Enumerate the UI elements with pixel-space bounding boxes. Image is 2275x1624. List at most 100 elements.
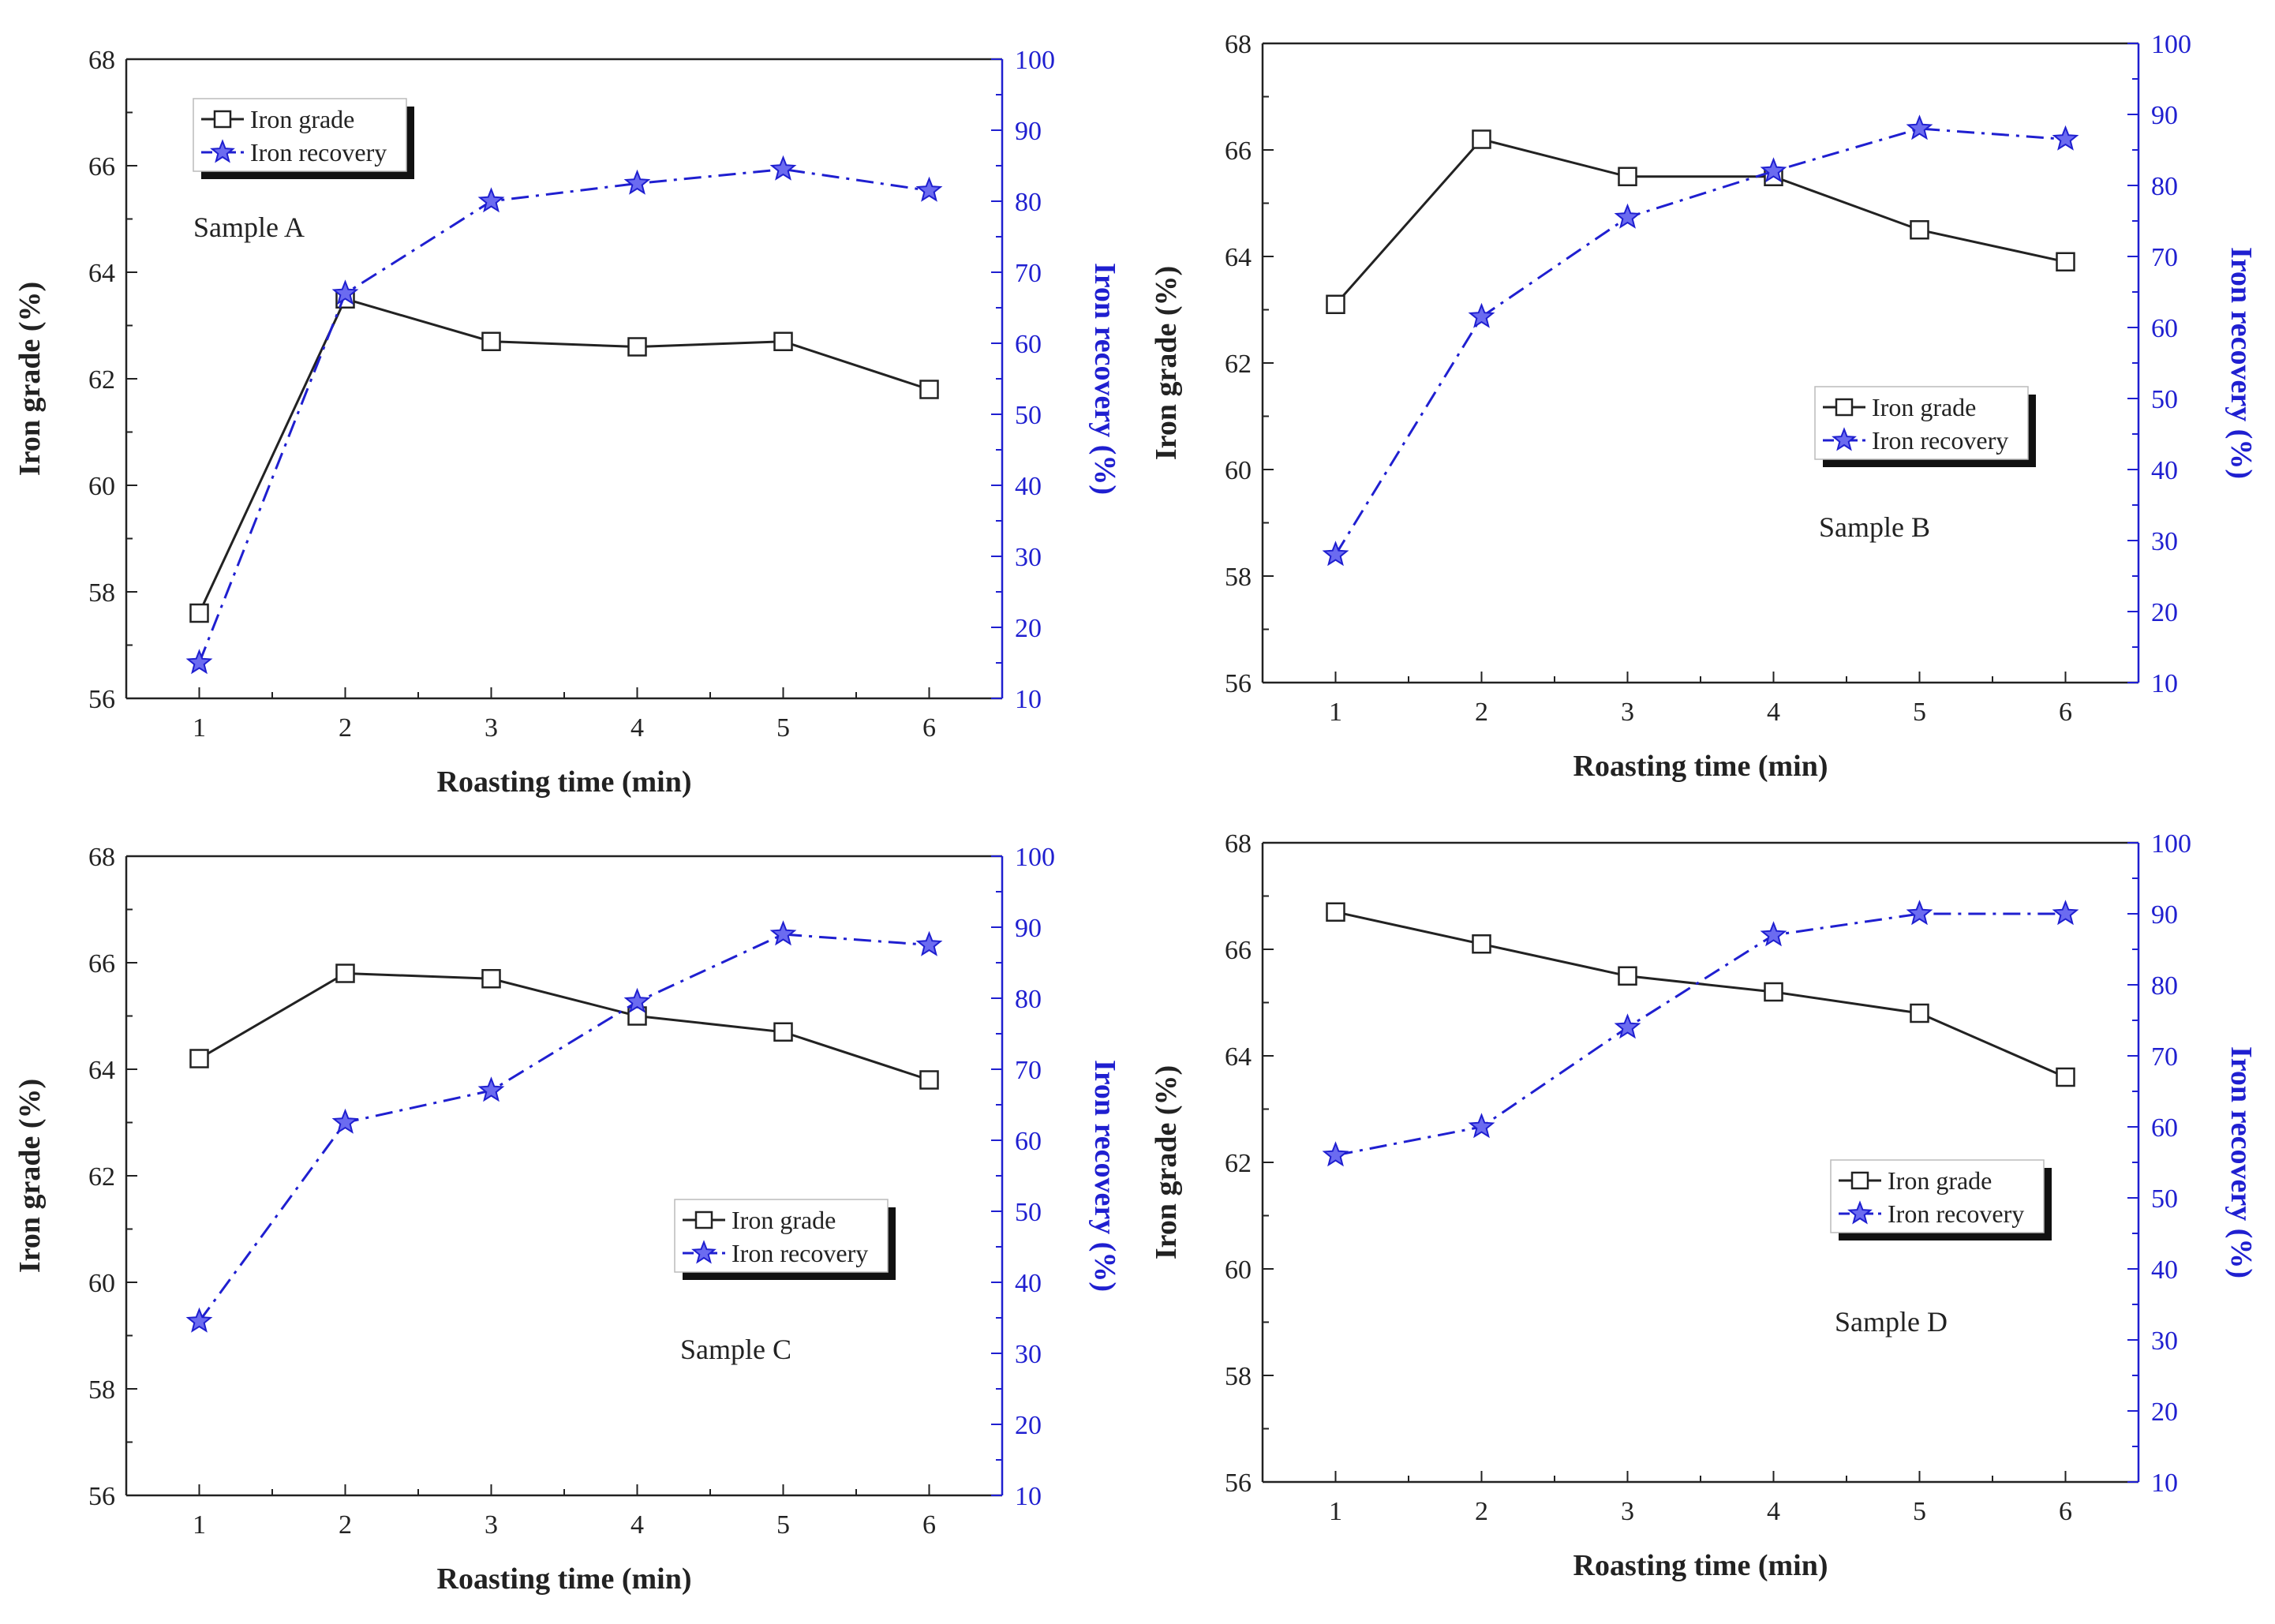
iron-grade-point <box>919 1070 939 1090</box>
y-tick-label: 56 <box>88 685 115 714</box>
y-axis-title: Iron grade (%) <box>1150 266 1183 460</box>
x-tick-label: 2 <box>339 1510 352 1540</box>
iron-grade-point <box>1910 220 1929 240</box>
y2-tick-label: 10 <box>1015 1482 1042 1511</box>
y-tick-label: 58 <box>88 1375 115 1405</box>
star-marker-icon <box>1847 1200 1873 1225</box>
iron-grade-line <box>1334 137 2066 305</box>
x-tick-label: 6 <box>2059 1497 2072 1526</box>
iron-grade-point <box>2056 1067 2075 1087</box>
y2-tick-label: 70 <box>1015 259 1042 288</box>
iron-recovery-point <box>1614 203 1641 229</box>
y2-tick-label: 60 <box>1015 1127 1042 1156</box>
square-marker-icon <box>213 110 232 129</box>
iron-recovery-point <box>1760 921 1787 947</box>
y-tick-label: 56 <box>1225 1469 1252 1498</box>
x-axis-title: Roasting time (min) <box>1573 750 1828 783</box>
y2-tick-label: 30 <box>2151 1327 2178 1356</box>
iron-grade-point <box>1618 167 1637 186</box>
y2-tick-label: 60 <box>1015 330 1042 359</box>
y-tick-label: 58 <box>1225 563 1252 592</box>
sample-label: Sample A <box>193 211 305 243</box>
y-tick-label: 66 <box>88 949 115 979</box>
x-tick-label: 6 <box>2059 698 2072 727</box>
x-tick-label: 1 <box>193 1510 206 1540</box>
y2-axis-title: Iron recovery (%) <box>1088 263 1121 495</box>
y2-tick-label: 100 <box>2151 829 2191 859</box>
iron-grade-line <box>198 971 930 1081</box>
y2-tick-label: 90 <box>1015 914 1042 943</box>
y-tick-label: 62 <box>88 1162 115 1192</box>
iron-recovery-point <box>915 930 943 956</box>
star-marker-icon <box>210 139 235 163</box>
iron-grade-point <box>481 331 501 351</box>
y2-tick-label: 100 <box>2151 30 2191 59</box>
star-marker-icon <box>1832 427 1857 451</box>
y-tick-label: 58 <box>88 578 115 608</box>
iron-recovery-point <box>1906 900 1933 926</box>
iron-grade-point <box>2056 252 2075 271</box>
y2-tick-label: 20 <box>2151 1398 2178 1427</box>
y-tick-label: 66 <box>1225 137 1252 166</box>
legend-label: Iron recovery <box>1872 426 2008 455</box>
x-tick-label: 5 <box>776 1510 790 1540</box>
y2-tick-label: 70 <box>2151 1042 2178 1072</box>
iron-recovery-point <box>1760 157 1787 183</box>
iron-recovery-point <box>477 187 505 213</box>
iron-recovery-point <box>331 279 359 305</box>
iron-grade-point <box>189 1049 209 1068</box>
y2-tick-label: 100 <box>1015 46 1055 75</box>
x-tick-label: 2 <box>1475 1497 1488 1526</box>
y2-tick-label: 70 <box>1015 1056 1042 1085</box>
y2-tick-label: 20 <box>1015 1411 1042 1440</box>
x-tick-label: 5 <box>1913 1497 1926 1526</box>
iron-recovery-point <box>331 1108 359 1134</box>
y2-tick-label: 90 <box>2151 101 2178 130</box>
x-axis-title: Roasting time (min) <box>437 765 692 799</box>
iron-recovery-point <box>1468 302 1495 328</box>
x-tick-label: 6 <box>922 1510 936 1540</box>
iron-recovery-point <box>1468 1113 1495 1139</box>
square-marker-icon <box>694 1211 713 1229</box>
y2-tick-label: 50 <box>1015 1198 1042 1227</box>
legend: Iron grade Iron recovery <box>674 1199 896 1280</box>
iron-grade-point <box>1910 1003 1929 1023</box>
iron-grade-point <box>1326 294 1345 314</box>
iron-recovery-point <box>623 169 651 195</box>
y2-tick-label: 50 <box>1015 401 1042 430</box>
iron-grade-point <box>1326 902 1345 922</box>
legend-label: Iron recovery <box>1888 1199 2024 1228</box>
y2-tick-label: 80 <box>2151 172 2178 201</box>
iron-grade-point <box>1764 982 1783 1002</box>
y2-tick-label: 70 <box>2151 243 2178 272</box>
y-axis-title: Iron grade (%) <box>13 282 47 476</box>
x-tick-label: 3 <box>485 713 498 743</box>
y-tick-label: 68 <box>88 46 115 75</box>
y2-tick-label: 10 <box>1015 685 1042 714</box>
y2-tick-label: 90 <box>1015 117 1042 146</box>
iron-grade-point <box>189 603 209 623</box>
iron-recovery-line <box>1335 912 2066 1157</box>
y2-tick-label: 20 <box>2151 598 2178 627</box>
y2-tick-label: 60 <box>2151 314 2178 343</box>
iron-recovery-point <box>915 176 943 202</box>
legend-label: Iron recovery <box>250 138 387 167</box>
y-tick-label: 64 <box>1225 243 1252 272</box>
iron-grade-line <box>1335 911 2067 1079</box>
x-tick-label: 2 <box>1475 698 1488 727</box>
iron-grade-point <box>627 337 647 357</box>
x-axis-title: Roasting time (min) <box>1573 1549 1828 1582</box>
y-tick-label: 64 <box>1225 1042 1252 1072</box>
iron-grade-point <box>773 331 793 351</box>
y2-tick-label: 10 <box>2151 669 2178 698</box>
iron-recovery-point <box>1906 114 1933 140</box>
x-tick-label: 3 <box>1621 1497 1634 1526</box>
y2-tick-label: 10 <box>2151 1469 2178 1498</box>
y-tick-label: 60 <box>1225 456 1252 485</box>
y2-tick-label: 30 <box>1015 543 1042 572</box>
y-axis-title: Iron grade (%) <box>1150 1065 1183 1259</box>
iron-recovery-point <box>1322 1141 1349 1167</box>
iron-grade-point <box>481 969 501 989</box>
x-tick-label: 4 <box>630 713 644 743</box>
